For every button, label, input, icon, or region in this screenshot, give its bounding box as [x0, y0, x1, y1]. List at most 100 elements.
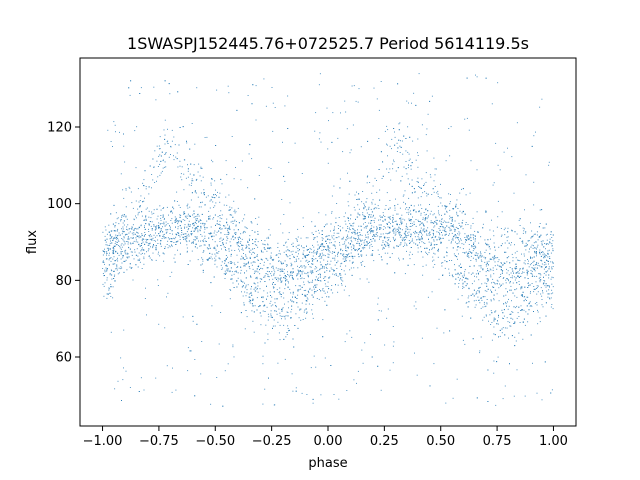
data-point [141, 215, 143, 217]
data-point [396, 228, 398, 230]
data-point [197, 226, 199, 228]
data-point [415, 308, 417, 310]
data-point [135, 217, 137, 219]
data-point [238, 248, 240, 250]
data-point [519, 237, 521, 239]
data-point [321, 243, 323, 245]
data-point [545, 266, 547, 268]
data-point [211, 196, 213, 198]
data-point [371, 216, 373, 218]
data-point [278, 256, 280, 258]
data-point [405, 161, 407, 162]
data-point [311, 289, 313, 291]
data-point [232, 223, 234, 224]
data-point [124, 253, 126, 255]
data-point [266, 285, 267, 287]
data-point [384, 218, 386, 220]
data-point [264, 388, 266, 390]
data-point [145, 216, 147, 218]
data-point [102, 283, 104, 285]
data-point [533, 269, 535, 271]
data-point [175, 226, 176, 228]
data-point [165, 166, 167, 168]
data-point [357, 198, 359, 200]
data-point [219, 258, 221, 260]
data-point [439, 220, 441, 222]
data-point [253, 261, 255, 263]
data-point [307, 237, 309, 239]
data-point [543, 255, 545, 257]
data-point [539, 281, 541, 283]
data-point [380, 81, 382, 82]
data-point [476, 292, 478, 294]
data-point [364, 247, 366, 249]
data-point [261, 240, 262, 241]
data-point [125, 216, 127, 218]
data-point [344, 241, 346, 243]
data-point [150, 246, 151, 248]
data-point [109, 274, 111, 276]
data-point [282, 232, 284, 234]
data-point [278, 332, 280, 334]
data-point [288, 161, 290, 163]
data-point [252, 320, 254, 322]
data-point [198, 206, 200, 208]
data-point [274, 271, 276, 273]
data-point [202, 269, 204, 271]
data-point [480, 298, 482, 299]
data-point [515, 307, 517, 309]
data-point [245, 247, 247, 249]
data-point [468, 257, 470, 259]
data-point [252, 84, 254, 86]
data-point [108, 259, 110, 261]
data-point [396, 213, 398, 215]
data-point [254, 244, 256, 246]
data-point [161, 170, 163, 172]
data-point [278, 260, 280, 262]
data-point [546, 239, 548, 241]
data-point [446, 252, 448, 254]
data-point [106, 297, 108, 299]
data-point [536, 267, 538, 269]
data-point [229, 261, 231, 263]
data-point [106, 268, 108, 270]
data-point [352, 223, 354, 225]
data-point [163, 253, 165, 255]
data-point [339, 273, 341, 274]
data-point [118, 223, 120, 225]
data-point [116, 238, 117, 240]
data-point [131, 227, 133, 229]
data-point [191, 250, 193, 252]
data-point [179, 236, 181, 238]
data-point [281, 310, 283, 312]
data-point [366, 225, 368, 227]
data-point [234, 237, 236, 239]
data-point [155, 226, 157, 228]
data-point [476, 276, 478, 278]
data-point [324, 357, 326, 359]
data-point [317, 270, 319, 272]
data-point [389, 200, 391, 201]
data-point [176, 241, 178, 243]
data-point [344, 220, 346, 222]
data-point [117, 273, 119, 275]
data-point [521, 294, 523, 296]
data-point [463, 286, 465, 288]
data-point [259, 312, 261, 314]
data-point [490, 300, 492, 302]
data-point [200, 240, 201, 242]
data-point [221, 228, 223, 230]
data-point [351, 262, 353, 264]
data-point [266, 237, 268, 239]
data-point [289, 255, 291, 257]
data-point [517, 259, 519, 261]
data-point [384, 216, 386, 217]
data-point [122, 222, 124, 224]
data-point [123, 197, 125, 199]
data-point [230, 238, 232, 240]
data-point [446, 233, 447, 235]
data-point [176, 220, 178, 221]
data-point [534, 250, 536, 252]
data-point [273, 269, 275, 271]
data-point [503, 229, 505, 231]
